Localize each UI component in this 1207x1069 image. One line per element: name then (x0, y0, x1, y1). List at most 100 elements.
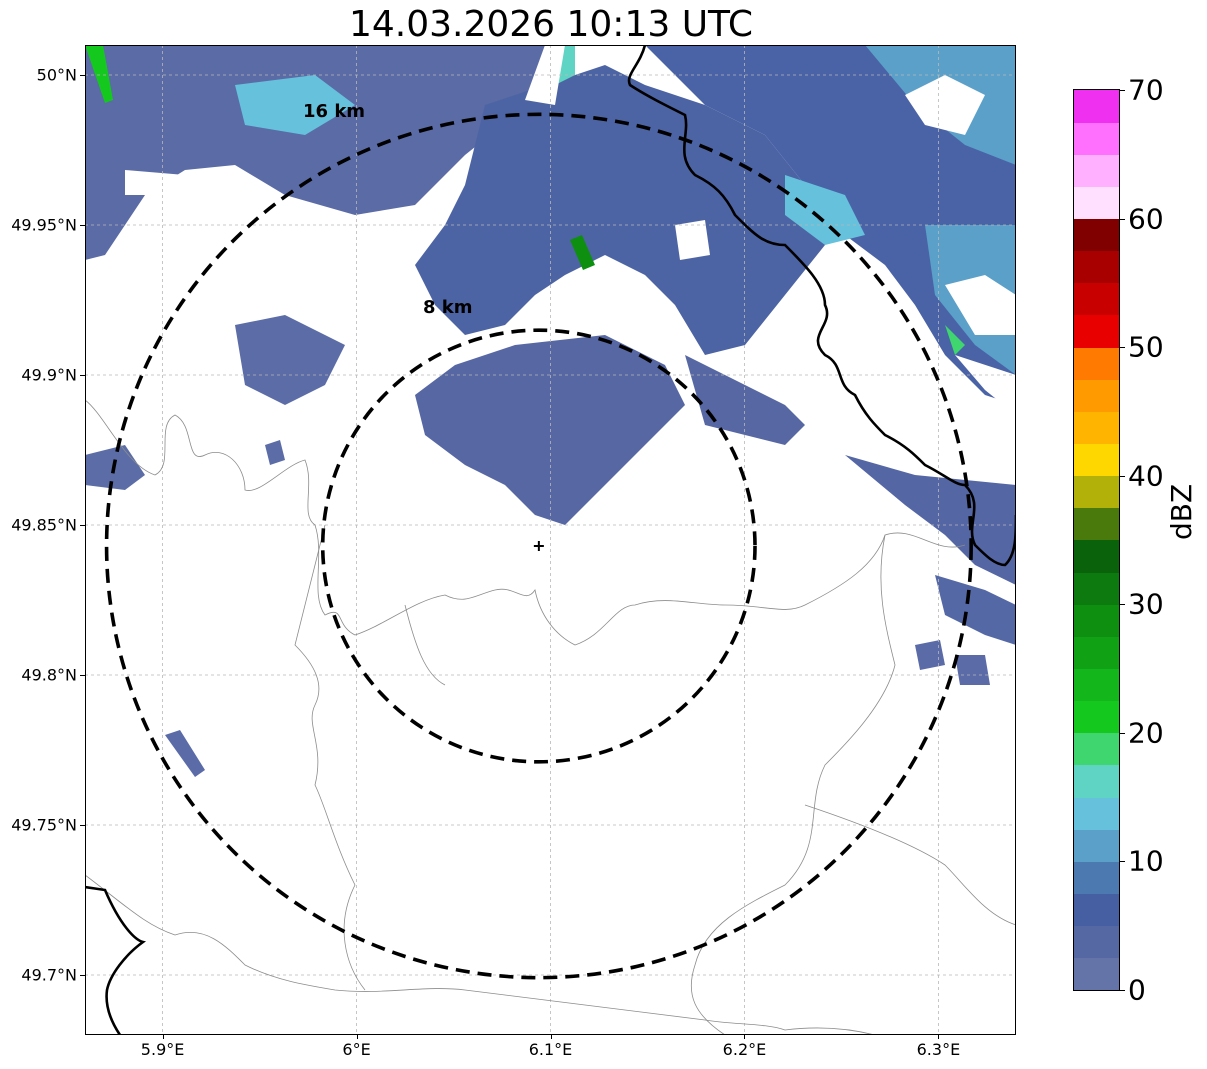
colorbar-tick-label: 30 (1128, 587, 1164, 621)
colorbar-tick (1119, 861, 1125, 863)
colorbar-segment (1074, 700, 1119, 734)
echo-gap (905, 75, 985, 135)
echo-gap (955, 355, 1016, 415)
echo-area (570, 235, 595, 270)
colorbar-segment (1074, 829, 1119, 862)
colorbar-segment (1074, 604, 1119, 637)
range-ring-16km (104, 112, 973, 980)
lat-tick (80, 525, 85, 526)
lon-tick-label: 6.2°E (722, 1040, 767, 1059)
echo-area (935, 575, 1016, 645)
echo-area (265, 440, 285, 465)
colorbar-tick (1119, 218, 1125, 220)
colorbar-segment (1074, 154, 1119, 187)
colorbar-segment (1074, 732, 1119, 766)
colorbar-segment (1074, 315, 1119, 348)
precipitation-echoes (85, 45, 1016, 777)
national-border (85, 45, 1016, 1035)
echo-area (955, 655, 990, 685)
colorbar-tick (1119, 732, 1125, 734)
echo-area (85, 45, 565, 260)
range-rings (104, 112, 973, 980)
echo-area (685, 355, 805, 445)
colorbar-tick (1119, 475, 1125, 477)
colorbar-segment (1074, 540, 1119, 573)
lat-tick (80, 225, 85, 226)
colorbar-tick (1119, 90, 1125, 91)
lon-tick-label: 6°E (342, 1040, 371, 1059)
map-title: 14.03.2026 10:13 UTC (348, 4, 754, 45)
radar-site-marker (533, 541, 544, 551)
echo-gap (525, 45, 565, 105)
admin-borders (85, 399, 1016, 1035)
colorbar-segment (1074, 411, 1119, 445)
lon-tick (162, 1034, 164, 1039)
colorbar-segment (1074, 797, 1119, 830)
colorbar-title: dBZ (1165, 483, 1198, 540)
lat-tick-label: 50°N (36, 65, 77, 85)
colorbar (1073, 89, 1120, 991)
colorbar-segment (1074, 957, 1119, 991)
lon-tick (550, 1034, 552, 1039)
lat-tick (80, 975, 85, 976)
colorbar-segment (1074, 90, 1119, 123)
echo-area (785, 175, 865, 245)
lon-tick (356, 1034, 358, 1039)
colorbar-segment (1074, 250, 1119, 284)
colorbar-tick-label: 40 (1128, 459, 1164, 493)
colorbar-segment (1074, 186, 1119, 220)
lat-tick-label: 49.7°N (21, 965, 77, 985)
echo-area (235, 75, 355, 135)
echo-area (415, 335, 685, 525)
colorbar-segment (1074, 636, 1119, 670)
echo-gap (675, 220, 710, 260)
echo-area (645, 45, 1016, 405)
colorbar-tick-label: 20 (1128, 716, 1164, 750)
echo-gap (125, 170, 185, 195)
echo-area (85, 45, 113, 103)
lat-tick-label: 49.85°N (11, 515, 77, 535)
colorbar-segment (1074, 379, 1119, 412)
colorbar-tick-label: 70 (1128, 73, 1164, 107)
colorbar-segment (1074, 765, 1119, 798)
echo-area (235, 315, 345, 405)
colorbar-segment (1074, 925, 1119, 959)
colorbar-tick (1119, 604, 1125, 606)
lon-tick (744, 1034, 746, 1039)
echo-area (415, 65, 825, 355)
colorbar-segment (1074, 572, 1119, 605)
colorbar-segment (1074, 475, 1119, 509)
colorbar-segment (1074, 282, 1119, 316)
lat-tick (80, 375, 85, 376)
echo-gap (945, 275, 1016, 335)
ring-label-16km: 16 km (303, 101, 365, 122)
lon-tick-label: 6.1°E (528, 1040, 573, 1059)
echo-area (915, 640, 945, 670)
colorbar-tick-label: 60 (1128, 202, 1164, 236)
colorbar-segment (1074, 893, 1119, 927)
lat-tick (80, 75, 85, 76)
lon-tick-label: 6.3°E (916, 1040, 961, 1059)
colorbar-segment (1074, 218, 1119, 252)
radar-map[interactable]: 16 km 8 km (85, 45, 1016, 1035)
echo-area (165, 730, 205, 777)
colorbar-segment (1074, 507, 1119, 541)
radar-map-canvas: 16 km 8 km (85, 45, 1016, 1035)
colorbar-segment (1074, 668, 1119, 702)
colorbar-tick-label: 10 (1128, 844, 1164, 878)
colorbar-tick (1119, 990, 1125, 991)
range-ring-8km (320, 328, 757, 764)
colorbar-tick-label: 0 (1128, 973, 1146, 1007)
lat-tick-label: 49.9°N (21, 365, 77, 385)
lat-tick (80, 675, 85, 676)
lat-tick-label: 49.95°N (11, 215, 77, 235)
colorbar-segment (1074, 861, 1119, 895)
colorbar-tick (1119, 347, 1125, 349)
echo-area (945, 325, 965, 355)
echo-area (845, 455, 1016, 585)
lon-tick-label: 5.9°E (140, 1040, 185, 1059)
lon-tick (938, 1034, 940, 1039)
lat-tick-label: 49.75°N (11, 815, 77, 835)
colorbar-segment (1074, 347, 1119, 380)
colorbar-segment (1074, 122, 1119, 155)
